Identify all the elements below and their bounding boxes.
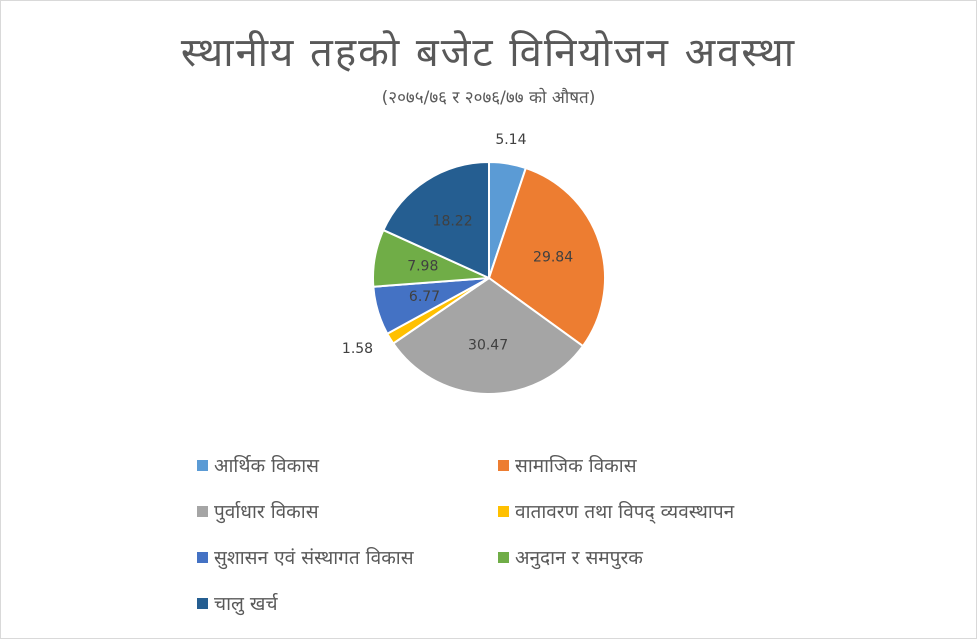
data-label-4: 6.77 bbox=[409, 289, 440, 305]
legend-item-3: वातावरण तथा विपद् व्यवस्थापन bbox=[498, 499, 734, 523]
data-label-6: 18.22 bbox=[433, 213, 473, 229]
legend-label: सुशासन एवं संस्थागत विकास bbox=[214, 547, 414, 569]
pie-slice-6 bbox=[382, 160, 490, 280]
legend-label: सामाजिक विकास bbox=[515, 455, 637, 477]
legend-item-6: चालु खर्च bbox=[197, 591, 278, 615]
data-label-1: 29.84 bbox=[533, 250, 573, 266]
legend-swatch bbox=[498, 551, 509, 563]
legend-item-4: सुशासन एवं संस्थागत विकास bbox=[197, 545, 414, 569]
legend-swatch bbox=[498, 459, 509, 471]
legend-swatch bbox=[197, 459, 208, 471]
data-label-5: 7.98 bbox=[407, 258, 438, 274]
legend-swatch bbox=[197, 551, 208, 563]
legend-swatch bbox=[197, 505, 208, 517]
legend-label: अनुदान र समपुरक bbox=[515, 547, 643, 569]
data-label-2: 30.47 bbox=[468, 337, 508, 353]
pie-slice-1 bbox=[487, 166, 606, 348]
legend-swatch bbox=[498, 505, 509, 517]
legend-item-2: पुर्वाधार विकास bbox=[197, 499, 319, 523]
legend-label: आर्थिक विकास bbox=[214, 455, 319, 477]
pie-slice-2 bbox=[391, 276, 585, 395]
legend-label: चालु खर्च bbox=[214, 593, 278, 615]
legend-swatch bbox=[197, 597, 208, 609]
chart-title: स्थानीय तहको बजेट विनियोजन अवस्था bbox=[180, 30, 797, 76]
chart-subtitle: (२०७५/७६ र २०७६/७७ को औषत) bbox=[381, 88, 596, 108]
legend-item-5: अनुदान र समपुरक bbox=[498, 545, 643, 569]
legend-item-0: आर्थिक विकास bbox=[197, 453, 319, 477]
data-label-3: 1.58 bbox=[342, 341, 373, 357]
data-label-0: 5.14 bbox=[495, 132, 526, 148]
legend-label: वातावरण तथा विपद् व्यवस्थापन bbox=[515, 501, 735, 523]
legend-item-1: सामाजिक विकास bbox=[498, 453, 637, 477]
legend-label: पुर्वाधार विकास bbox=[214, 501, 319, 523]
